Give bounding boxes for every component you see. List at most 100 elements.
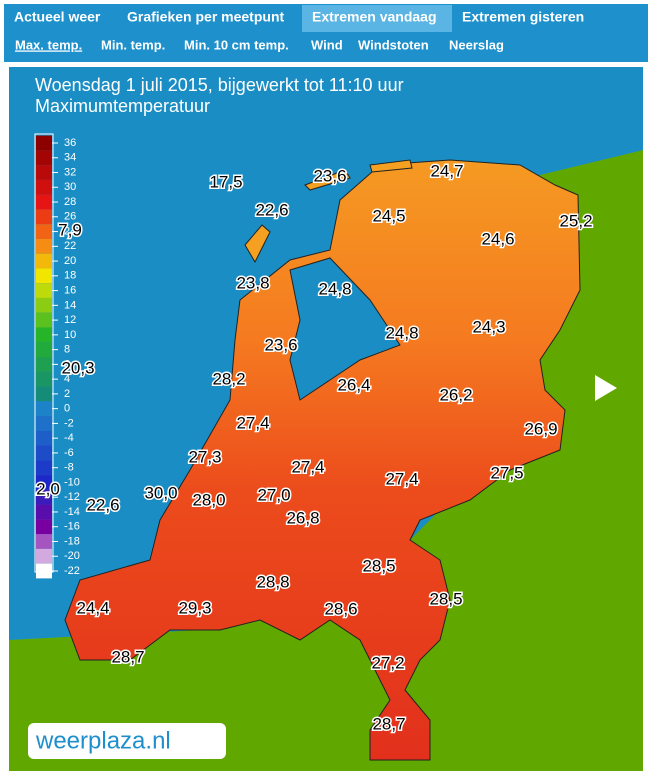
station-temperature: 24,3 [472, 317, 505, 336]
scale-swatch [36, 401, 52, 417]
scale-label: -18 [64, 535, 80, 547]
ijsselmeer [289, 257, 401, 401]
scale-label: -16 [64, 521, 80, 533]
scale-label: 16 [64, 284, 76, 296]
scale-label: 36 [64, 137, 76, 149]
station-temperature: 23,8 [236, 273, 269, 292]
scale-label: 22 [64, 240, 76, 252]
scale-label: -12 [64, 491, 80, 503]
scale-label: -8 [64, 462, 74, 474]
station-temperature: 20,3 [61, 358, 94, 377]
island [244, 224, 271, 264]
station-temperature: 27,4 [385, 469, 418, 488]
tab[interactable]: Actueel weer [14, 9, 101, 25]
scale-label: -2 [64, 417, 74, 429]
subtab[interactable]: Min. temp. [101, 37, 165, 52]
tab[interactable]: Extremen gisteren [462, 9, 584, 25]
scale-swatch [36, 209, 52, 225]
station-temperature: 24,4 [76, 598, 109, 617]
station-temperature: 27,3 [188, 447, 221, 466]
station-temperature: 27,4 [291, 457, 324, 476]
station-temperature: 26,9 [524, 419, 557, 438]
station-temperature: 23,6 [264, 335, 297, 354]
subtab[interactable]: Min. 10 cm temp. [184, 37, 289, 52]
scale-label: -20 [64, 550, 80, 562]
active-tab-bg [302, 5, 452, 32]
scale-label: 4 [64, 373, 70, 385]
station-temperature: 28,2 [212, 369, 245, 388]
station-temperature: 26,8 [286, 508, 319, 527]
scale-label: 34 [64, 152, 76, 164]
scale-swatch [36, 504, 52, 520]
scale-swatch [36, 534, 52, 549]
station-temperature: 27,2 [371, 653, 404, 672]
scale-swatch [36, 224, 52, 239]
scale-label: -6 [64, 447, 74, 459]
station-temperature: 29,3 [178, 598, 211, 617]
scale-label: 20 [64, 255, 76, 267]
scale-swatch [36, 179, 52, 195]
tab[interactable]: Grafieken per meetpunt [127, 9, 284, 25]
scale-swatch [36, 194, 52, 210]
scale-swatch [36, 297, 52, 313]
next-arrow[interactable] [595, 375, 617, 401]
island [304, 169, 351, 191]
scale-swatch [36, 475, 52, 490]
scale-swatch [36, 312, 52, 328]
scale-label: 10 [64, 329, 76, 341]
station-temperature: 22,6 [86, 495, 119, 514]
station-temperature: 25,2 [559, 211, 592, 230]
scale-swatch [36, 135, 52, 151]
scale-swatch [36, 371, 52, 387]
station-temperature: 26,2 [439, 385, 472, 404]
island [369, 159, 413, 173]
logo: weerplaza.nl [35, 727, 171, 754]
scale-swatch [36, 283, 52, 298]
scale-swatch [36, 563, 52, 579]
scale-swatch [36, 357, 52, 372]
scale-label: 28 [64, 196, 76, 208]
station-temperature: 24,7 [430, 161, 463, 180]
station-temperature: 23,6 [313, 166, 346, 185]
scale-swatch [36, 489, 52, 505]
scale-swatch [36, 268, 52, 284]
scale-label: -4 [64, 432, 74, 444]
logo-box [28, 723, 226, 759]
station-temperature: 17,5 [209, 172, 242, 191]
station-temperature: 27,0 [257, 485, 290, 504]
subtab[interactable]: Wind [311, 37, 343, 52]
subtab[interactable]: Max. temp. [15, 37, 82, 52]
scale-label: 14 [64, 299, 76, 311]
station-temperature: 7,9 [58, 220, 82, 239]
scale-swatch [36, 445, 52, 461]
scale-label: 6 [64, 358, 70, 370]
scale-label: 26 [64, 211, 76, 223]
station-temperature: 28,8 [256, 572, 289, 591]
station-temperature: 24,5 [372, 206, 405, 225]
station-temperature: 30,0 [144, 483, 177, 502]
station-temperature: 24,6 [481, 229, 514, 248]
scale-label: -10 [64, 476, 80, 488]
station-temperature: 24,8 [385, 323, 418, 342]
scale-label: 8 [64, 344, 70, 356]
station-temperature: 28,0 [192, 490, 225, 509]
scale-swatch [36, 430, 52, 446]
scale-swatch [36, 165, 52, 180]
subtab[interactable]: Windstoten [358, 37, 429, 52]
scale-swatch [36, 548, 52, 564]
station-temperature: 24,8 [318, 279, 351, 298]
station-temperature: 2,0 [36, 479, 60, 498]
station-temperature: 22,6 [255, 200, 288, 219]
scale-label: 24 [64, 225, 76, 237]
scale-label: -22 [64, 565, 80, 577]
scale-label: 2 [64, 388, 70, 400]
tab[interactable]: Extremen vandaag [312, 9, 437, 25]
scale-swatch [36, 416, 52, 431]
scale-swatch [36, 238, 52, 254]
scale-swatch [36, 519, 52, 535]
scale-label: 30 [64, 181, 76, 193]
station-temperature: 28,7 [372, 714, 405, 733]
scale-swatch [36, 386, 52, 402]
subtab[interactable]: Neerslag [449, 37, 504, 52]
